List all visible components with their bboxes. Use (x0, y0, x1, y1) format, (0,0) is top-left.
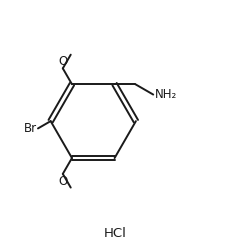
Text: Br: Br (24, 122, 37, 135)
Text: NH₂: NH₂ (155, 88, 177, 101)
Text: O: O (58, 175, 67, 187)
Text: O: O (58, 55, 67, 68)
Text: HCl: HCl (104, 227, 127, 240)
